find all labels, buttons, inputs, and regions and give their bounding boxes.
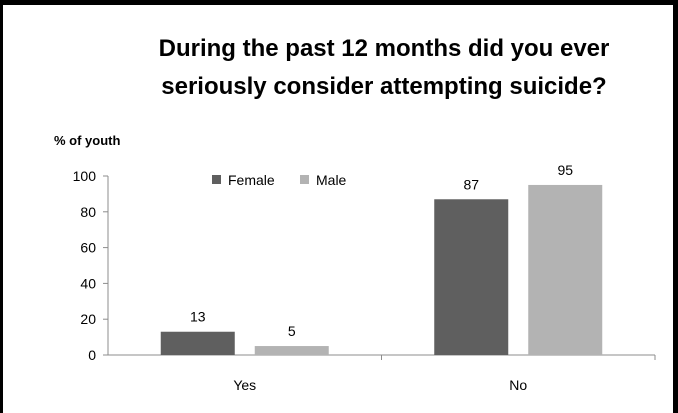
chart-title: During the past 12 months did you ever s…: [90, 30, 678, 106]
x-category-label: No: [509, 377, 527, 393]
chart-title-line-1: During the past 12 months did you ever: [158, 35, 610, 62]
x-category-label: Yes: [233, 377, 256, 393]
y-tick-label: 0: [88, 347, 96, 363]
legend-label-female: Female: [228, 172, 275, 188]
legend-swatch-male: [300, 175, 309, 184]
bar-female-no: [434, 199, 509, 355]
y-tick-label: 20: [80, 311, 96, 327]
bar-male-no: [528, 184, 603, 355]
y-tick-label: 80: [80, 204, 96, 220]
y-tick-label: 40: [80, 275, 96, 291]
bar-male-yes: [254, 346, 329, 355]
bar-female-yes: [160, 331, 235, 355]
data-label: 13: [190, 309, 206, 325]
data-label: 5: [288, 323, 296, 339]
chart-title-line-2: seriously consider attempting suicide?: [161, 73, 607, 100]
legend-swatch-female: [212, 175, 221, 184]
legend-label-male: Male: [316, 172, 347, 188]
y-axis-label: % of youth: [54, 133, 121, 148]
y-tick-label: 60: [80, 240, 96, 256]
y-tick-label: 100: [73, 168, 97, 184]
data-label: 87: [463, 176, 479, 192]
data-label: 95: [557, 162, 573, 178]
